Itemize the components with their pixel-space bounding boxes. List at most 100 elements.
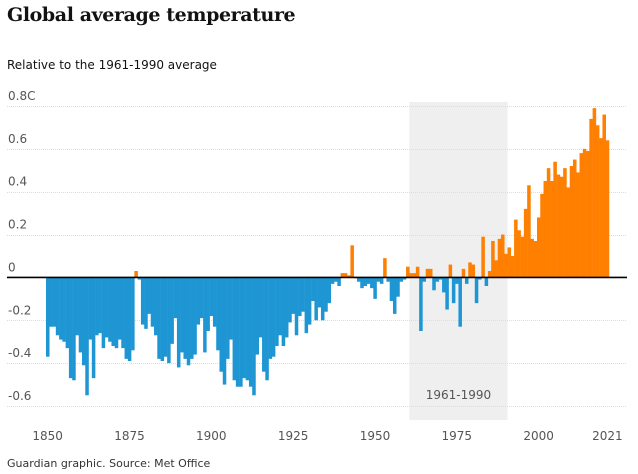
bar <box>330 277 335 284</box>
bar <box>340 273 345 278</box>
x-tick-label: 2000 <box>523 429 554 443</box>
bar <box>222 277 227 385</box>
bar <box>553 161 557 278</box>
bar <box>271 277 276 357</box>
bar <box>111 277 115 346</box>
bar <box>406 266 410 278</box>
bar <box>563 168 567 278</box>
bar <box>72 277 76 381</box>
bar <box>265 277 269 381</box>
bar <box>314 277 318 321</box>
bar <box>428 268 433 278</box>
bar <box>186 277 191 366</box>
bar <box>481 236 485 278</box>
bar <box>150 277 155 327</box>
bar <box>275 277 279 346</box>
bar <box>474 277 479 304</box>
bar <box>559 176 564 278</box>
bar <box>154 277 158 336</box>
bar <box>514 219 518 278</box>
bar <box>451 277 456 304</box>
bar <box>242 277 246 379</box>
bar <box>586 151 590 278</box>
bar <box>360 277 364 289</box>
bar <box>49 277 53 327</box>
bar <box>572 159 577 278</box>
bar <box>363 277 368 286</box>
bar <box>284 277 289 338</box>
bar <box>386 277 390 282</box>
bar <box>65 277 70 349</box>
bar <box>327 277 332 304</box>
bar <box>298 277 302 316</box>
bar <box>320 277 325 321</box>
bar <box>98 277 102 334</box>
bar <box>173 277 178 319</box>
chart-title: Global average temperature <box>7 4 296 26</box>
bar <box>252 277 256 396</box>
bar <box>435 277 440 282</box>
bar <box>134 271 138 278</box>
bar <box>491 241 495 278</box>
bar <box>55 277 60 336</box>
bar <box>510 256 515 278</box>
bar <box>239 277 243 387</box>
bar <box>183 277 187 359</box>
bar <box>337 277 341 286</box>
y-tick-label: -0.6 <box>8 389 31 403</box>
bar <box>229 277 233 340</box>
bar <box>540 193 544 278</box>
bar <box>455 277 459 284</box>
gridlines-group <box>7 106 627 407</box>
bar <box>245 277 250 381</box>
bar <box>487 271 492 278</box>
bar <box>350 245 354 278</box>
bar <box>101 277 106 349</box>
bar <box>291 277 296 314</box>
bar <box>438 277 443 280</box>
bar <box>399 277 404 282</box>
bar <box>262 277 266 372</box>
bar <box>235 277 240 387</box>
bar <box>127 277 132 361</box>
bar <box>599 138 603 278</box>
bar <box>425 268 430 278</box>
bar <box>595 125 600 278</box>
bar <box>478 277 482 280</box>
bar <box>396 277 400 297</box>
bar <box>543 181 548 278</box>
bar <box>176 277 181 368</box>
bar <box>432 277 436 291</box>
bar <box>373 277 377 299</box>
bar <box>566 187 570 278</box>
bar <box>464 277 469 284</box>
bar <box>91 277 96 379</box>
bar <box>504 253 508 278</box>
chart-subtitle: Relative to the 1961-1990 average <box>7 58 217 72</box>
bar <box>157 277 161 359</box>
bar <box>422 277 426 282</box>
bar <box>334 277 338 282</box>
bar <box>118 277 122 340</box>
bar <box>530 238 534 278</box>
x-tick-label: 1900 <box>196 429 227 443</box>
bar <box>147 277 151 314</box>
bar <box>68 277 73 379</box>
bar <box>412 273 417 278</box>
y-tick-label: 0 <box>8 260 16 274</box>
bar <box>121 277 125 349</box>
bar <box>343 273 348 278</box>
bar <box>193 277 197 355</box>
bar <box>258 277 263 338</box>
bar <box>78 277 83 353</box>
bar <box>196 277 201 325</box>
bar <box>458 277 462 327</box>
bar <box>589 118 593 278</box>
source-note: Guardian graphic. Source: Met Office <box>7 457 211 470</box>
bar <box>304 277 309 334</box>
bar <box>556 174 561 278</box>
bar <box>356 277 361 282</box>
bar <box>550 181 554 278</box>
x-tick-label: 1975 <box>442 429 473 443</box>
